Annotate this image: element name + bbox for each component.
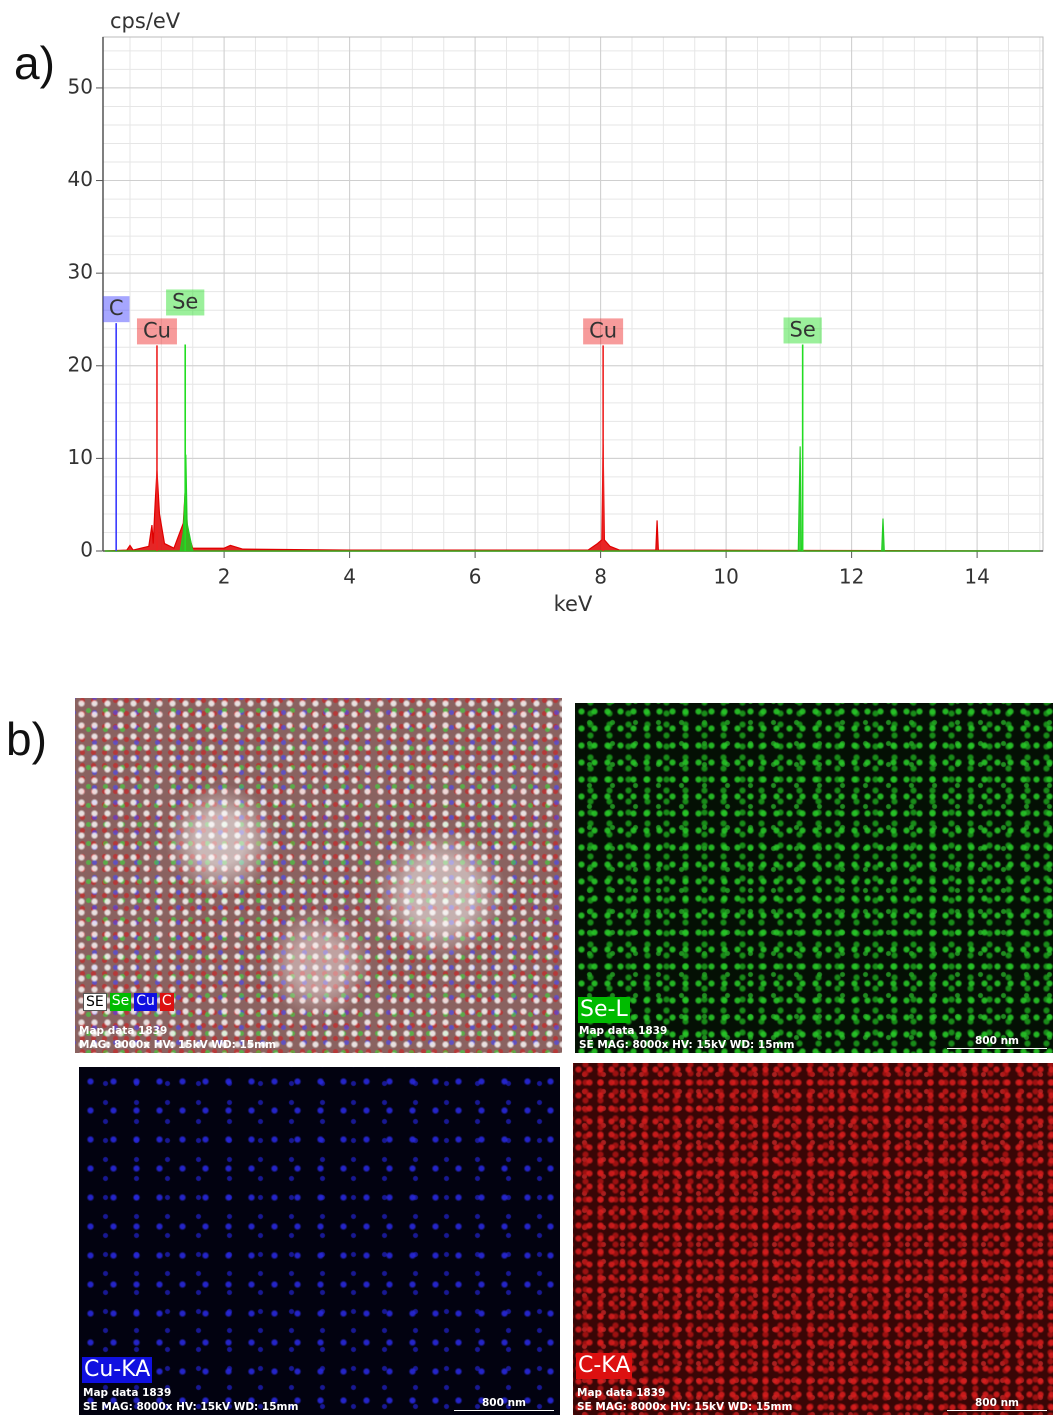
- plot-frame: [102, 36, 1044, 552]
- legend: SE Se Cu C: [83, 993, 174, 1011]
- panel-label: a): [14, 37, 55, 89]
- legend-chip: Cu: [134, 993, 157, 1011]
- legend-chip: Se: [109, 993, 132, 1011]
- info-line: Map data 1839: [83, 1387, 172, 1399]
- map-composite: SE Se Cu C Map data 1839 MAG: 8000x HV: …: [75, 698, 562, 1053]
- x-tick-label: 2: [218, 565, 231, 589]
- y-axis-title: cps/eV: [110, 9, 181, 33]
- map-label: C-KA: [576, 1353, 633, 1379]
- x-tick-label: 12: [839, 565, 864, 589]
- x-axis-title: keV: [554, 592, 593, 616]
- y-tick-label: 0: [80, 538, 93, 562]
- legend-chip: C: [159, 993, 174, 1011]
- info-line: Map data 1839: [579, 1025, 668, 1037]
- info-line: Map data 1839: [577, 1387, 666, 1399]
- info-line: MAG: 8000x HV: 15kV WD: 15mm: [79, 1039, 277, 1051]
- x-tick-label: 8: [594, 565, 607, 589]
- map-info: Map data 1839 SE MAG: 8000x HV: 15kV WD:…: [577, 1386, 792, 1414]
- element-label-box: [783, 317, 822, 344]
- y-tick-label: 20: [68, 352, 93, 376]
- element-label-box: [136, 318, 177, 345]
- scale-bar: 800 nm: [947, 1034, 1047, 1049]
- info-line: Map data 1839: [79, 1025, 168, 1037]
- element-label: Cu: [589, 318, 617, 342]
- legend-chip: SE: [83, 993, 107, 1011]
- x-tick-label: 14: [964, 565, 989, 589]
- x-tick-label: 10: [713, 565, 738, 589]
- spectrum: [104, 446, 1040, 552]
- x-tick-label: 4: [343, 565, 356, 589]
- scale-bar: 800 nm: [947, 1396, 1047, 1411]
- info-line: SE MAG: 8000x HV: 15kV WD: 15mm: [579, 1039, 795, 1051]
- map-info: Map data 1839 SE MAG: 8000x HV: 15kV WD:…: [579, 1024, 794, 1052]
- map-c: C-KA Map data 1839 SE MAG: 8000x HV: 15k…: [573, 1063, 1053, 1415]
- map-cu: Cu-KA Map data 1839 SE MAG: 8000x HV: 15…: [79, 1067, 560, 1415]
- spectrum: [104, 444, 1040, 552]
- map-info: Map data 1839 SE MAG: 8000x HV: 15kV WD:…: [83, 1386, 298, 1414]
- element-label-box: [166, 289, 205, 316]
- element-label: C: [109, 296, 124, 320]
- element-label: Cu: [143, 318, 171, 342]
- element-label-box: [583, 318, 624, 345]
- y-tick-label: 40: [68, 167, 93, 191]
- y-tick-label: 10: [68, 445, 93, 469]
- map-info: Map data 1839 MAG: 8000x HV: 15kV WD: 15…: [79, 1024, 276, 1052]
- y-tick-label: 30: [68, 260, 93, 284]
- map-label: Se-L: [578, 997, 630, 1023]
- map-label: Cu-KA: [82, 1357, 153, 1383]
- panel-label: b): [6, 713, 47, 765]
- info-line: SE MAG: 8000x HV: 15kV WD: 15mm: [577, 1401, 793, 1413]
- info-line: SE MAG: 8000x HV: 15kV WD: 15mm: [83, 1401, 299, 1413]
- y-tick-label: 50: [68, 74, 93, 98]
- element-label: Se: [172, 289, 198, 313]
- scale-bar: 800 nm: [454, 1396, 554, 1411]
- x-tick-label: 6: [469, 565, 482, 589]
- element-label-box: [102, 296, 130, 323]
- map-se: Se-L Map data 1839 SE MAG: 8000x HV: 15k…: [575, 703, 1053, 1053]
- element-label: Se: [790, 317, 816, 341]
